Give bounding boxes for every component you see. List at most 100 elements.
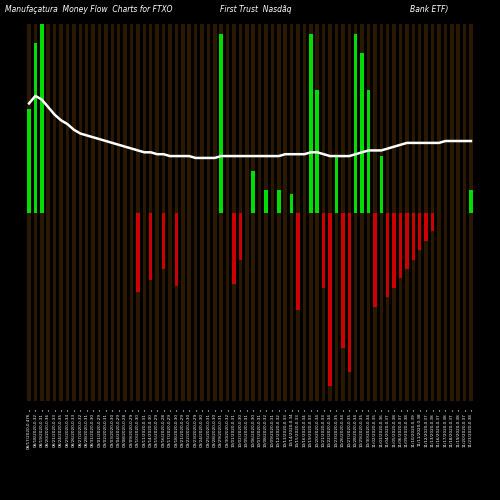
Bar (213, 24, 216, 400)
Bar (386, 212, 390, 297)
Bar (418, 212, 422, 250)
Bar (405, 24, 408, 400)
Bar (366, 24, 370, 400)
Bar (437, 24, 440, 400)
Bar (348, 212, 351, 372)
Bar (245, 24, 248, 400)
Bar (334, 24, 338, 400)
Bar (130, 24, 134, 400)
Bar (392, 24, 396, 400)
Bar (124, 24, 127, 400)
Bar (328, 212, 332, 386)
Bar (78, 24, 82, 400)
Bar (174, 24, 178, 400)
Bar (366, 90, 370, 212)
Bar (85, 24, 88, 400)
Bar (92, 24, 95, 400)
Bar (405, 212, 408, 269)
Bar (46, 24, 50, 400)
Bar (252, 171, 255, 212)
Bar (226, 24, 230, 400)
Bar (264, 24, 268, 400)
Bar (373, 212, 376, 306)
Bar (66, 24, 69, 400)
Bar (392, 212, 396, 288)
Bar (328, 24, 332, 400)
Bar (322, 24, 326, 400)
Bar (270, 24, 274, 400)
Bar (354, 34, 358, 212)
Text: First Trust  Nasdãq: First Trust Nasdãq (220, 5, 292, 14)
Bar (238, 212, 242, 260)
Bar (284, 24, 287, 400)
Bar (142, 24, 146, 400)
Bar (399, 212, 402, 278)
Bar (399, 24, 402, 400)
Text: Bank ETF): Bank ETF) (410, 5, 449, 14)
Bar (220, 34, 223, 212)
Bar (444, 24, 447, 400)
Bar (232, 212, 235, 284)
Bar (463, 24, 466, 400)
Bar (149, 212, 152, 280)
Bar (162, 24, 166, 400)
Bar (341, 212, 344, 348)
Bar (258, 24, 262, 400)
Bar (424, 24, 428, 400)
Bar (418, 24, 422, 400)
Bar (302, 24, 306, 400)
Bar (348, 24, 351, 400)
Bar (316, 24, 319, 400)
Bar (296, 24, 300, 400)
Bar (60, 24, 63, 400)
Bar (469, 24, 472, 400)
Bar (174, 212, 178, 286)
Bar (456, 24, 460, 400)
Bar (290, 24, 294, 400)
Bar (117, 24, 120, 400)
Bar (380, 156, 383, 212)
Bar (360, 24, 364, 400)
Bar (232, 24, 235, 400)
Bar (149, 24, 152, 400)
Bar (168, 24, 172, 400)
Bar (206, 24, 210, 400)
Bar (194, 24, 198, 400)
Text: Manufaçatura  Money Flow  Charts for FTXO: Manufaçatura Money Flow Charts for FTXO (5, 5, 172, 14)
Bar (98, 24, 101, 400)
Bar (156, 24, 159, 400)
Bar (322, 212, 326, 288)
Bar (104, 24, 108, 400)
Bar (354, 24, 358, 400)
Bar (53, 24, 56, 400)
Bar (238, 24, 242, 400)
Bar (431, 24, 434, 400)
Bar (34, 24, 37, 400)
Bar (200, 24, 203, 400)
Bar (334, 156, 338, 212)
Bar (386, 24, 390, 400)
Bar (34, 43, 37, 212)
Bar (40, 24, 43, 400)
Bar (277, 190, 280, 212)
Bar (136, 212, 140, 292)
Bar (40, 24, 43, 212)
Bar (469, 190, 472, 212)
Bar (373, 24, 376, 400)
Bar (380, 24, 383, 400)
Bar (72, 24, 76, 400)
Bar (277, 24, 280, 400)
Bar (188, 24, 191, 400)
Bar (296, 212, 300, 310)
Bar (360, 52, 364, 212)
Bar (309, 34, 312, 212)
Bar (316, 90, 319, 212)
Bar (450, 24, 454, 400)
Bar (181, 24, 184, 400)
Bar (252, 24, 255, 400)
Bar (136, 24, 140, 400)
Bar (431, 212, 434, 232)
Bar (341, 24, 344, 400)
Bar (412, 24, 415, 400)
Bar (412, 212, 415, 260)
